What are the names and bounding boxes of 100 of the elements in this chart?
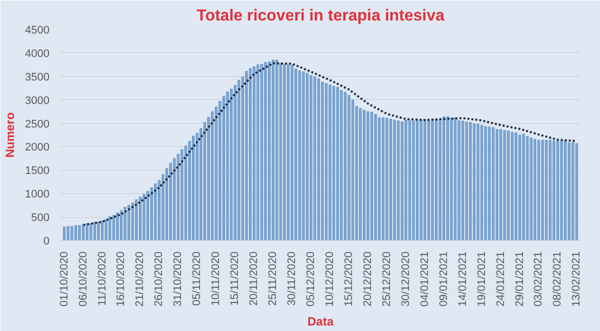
bar <box>260 64 263 240</box>
bar <box>283 64 286 240</box>
bar <box>420 119 422 240</box>
bar <box>314 76 316 240</box>
bar <box>332 86 336 240</box>
x-tick-label: 06/10/2020 <box>77 251 90 307</box>
y-tick-label: 3000 <box>25 94 50 107</box>
bar <box>286 64 290 240</box>
bar <box>431 120 434 240</box>
bar <box>514 132 518 240</box>
x-tick-label: 19/01/2021 <box>476 251 488 307</box>
bar <box>321 82 324 240</box>
x-tick-label: 10/12/2020 <box>324 251 336 307</box>
bar <box>434 118 438 240</box>
bar <box>336 86 339 240</box>
bar <box>465 122 468 240</box>
y-tick-label: 0 <box>43 236 50 248</box>
bar <box>510 132 514 240</box>
y-tick-label: 4000 <box>25 48 50 60</box>
y-tick-label: 1500 <box>25 165 50 178</box>
bar <box>317 78 320 240</box>
bar <box>90 223 92 240</box>
bar <box>408 120 411 240</box>
bar <box>173 158 176 240</box>
bar <box>548 140 552 240</box>
x-tick-label: 05/12/2020 <box>305 251 318 307</box>
x-tick-label: 14/01/2021 <box>456 251 469 307</box>
bar <box>416 120 419 240</box>
bar <box>100 220 104 240</box>
bar <box>362 110 366 240</box>
bar <box>545 140 548 240</box>
bar <box>154 184 157 240</box>
bar <box>400 122 404 240</box>
y-tick-label: 4500 <box>25 24 50 36</box>
bar <box>128 205 130 240</box>
bar <box>522 134 525 240</box>
bar <box>226 92 229 240</box>
bar <box>279 63 282 240</box>
y-tick-label: 1000 <box>25 188 50 201</box>
y-tick-label: 500 <box>31 212 50 224</box>
bar <box>404 120 408 240</box>
bar <box>256 64 260 240</box>
bar <box>424 119 426 240</box>
bar <box>472 123 476 240</box>
bar <box>344 92 346 240</box>
bar <box>142 194 146 240</box>
bar <box>568 142 570 240</box>
bar <box>180 149 184 240</box>
x-tick-label: 08/02/2021 <box>552 251 564 307</box>
x-tick-label: 15/12/2020 <box>342 251 355 307</box>
bar <box>427 120 430 240</box>
bar <box>560 140 563 240</box>
bar <box>556 140 560 240</box>
bar <box>298 70 301 240</box>
bar <box>86 223 88 240</box>
bar <box>496 129 498 240</box>
bar <box>66 226 70 240</box>
bar <box>564 140 567 240</box>
bar <box>572 142 574 240</box>
bar <box>248 68 252 240</box>
bar <box>93 222 96 240</box>
bar <box>438 118 442 240</box>
x-tick-label: 16/10/2020 <box>115 251 128 307</box>
bar <box>131 202 134 240</box>
bar <box>78 225 81 240</box>
x-tick-label: 09/01/2021 <box>438 251 450 307</box>
y-tick-label: 2500 <box>25 118 50 130</box>
bar <box>503 130 506 240</box>
bar <box>74 225 77 240</box>
bar <box>104 219 108 240</box>
bar <box>150 187 153 240</box>
x-tick-label: 03/02/2021 <box>532 251 545 307</box>
bar <box>138 196 142 240</box>
x-tick-label: 11/10/2020 <box>96 251 108 306</box>
bar <box>446 116 449 240</box>
x-tick-label: 05/11/2020 <box>191 251 204 306</box>
bar <box>488 126 491 240</box>
y-tick-label: 3500 <box>25 71 50 84</box>
bar <box>442 116 446 240</box>
line-series <box>82 62 578 226</box>
bar <box>340 90 343 240</box>
bar <box>480 124 484 240</box>
bar <box>500 129 502 240</box>
bar <box>450 118 453 240</box>
bar <box>458 120 460 240</box>
x-tick-label: 25/11/2020 <box>267 251 280 306</box>
bar <box>469 122 472 240</box>
bar <box>63 226 66 240</box>
bar <box>530 138 532 240</box>
bar <box>534 138 536 240</box>
bar <box>366 111 370 240</box>
bar <box>507 130 510 240</box>
bar <box>222 96 226 240</box>
bar <box>302 71 305 240</box>
bar <box>112 214 115 240</box>
bar <box>518 134 522 240</box>
bar <box>526 136 529 240</box>
x-tick-label: 30/12/2020 <box>400 251 412 307</box>
bar <box>238 80 240 240</box>
x-tick-label: 30/11/2020 <box>286 251 298 306</box>
